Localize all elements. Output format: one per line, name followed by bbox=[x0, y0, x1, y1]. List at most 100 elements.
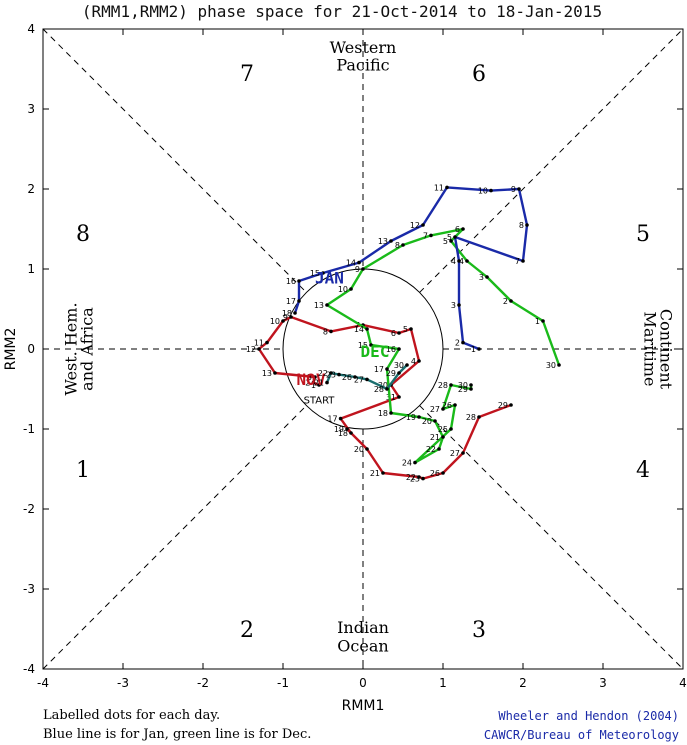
day-label: 28 bbox=[466, 413, 476, 422]
diagonal-line bbox=[42, 28, 307, 293]
day-label: 11 bbox=[434, 183, 444, 192]
day-label: 13 bbox=[262, 369, 272, 378]
day-label: 8 bbox=[323, 327, 328, 336]
data-point bbox=[297, 299, 301, 303]
day-label: 19 bbox=[406, 413, 416, 422]
data-point bbox=[417, 475, 421, 479]
day-label: 30 bbox=[458, 381, 468, 390]
day-label: 20 bbox=[354, 445, 364, 454]
data-point bbox=[397, 331, 401, 335]
y-tick-label: -4 bbox=[23, 662, 35, 676]
data-point bbox=[289, 315, 293, 319]
start-label: START bbox=[304, 395, 336, 406]
data-point bbox=[337, 372, 341, 377]
y-tick-label: -1 bbox=[23, 422, 35, 436]
day-label: 16 bbox=[386, 345, 396, 354]
data-point bbox=[417, 415, 421, 419]
day-label: 12 bbox=[410, 221, 420, 230]
day-label: 29 bbox=[498, 401, 508, 410]
day-label: 20 bbox=[422, 417, 432, 426]
x-tick-label: 2 bbox=[519, 676, 527, 690]
data-point bbox=[321, 271, 325, 275]
note-line-colors: Blue line is for Jan, green line is for … bbox=[43, 727, 312, 742]
x-tick-label: -4 bbox=[37, 676, 49, 690]
day-label: 14 bbox=[354, 325, 364, 334]
x-tick-label: 1 bbox=[439, 676, 447, 690]
x-tick-label: 3 bbox=[599, 676, 607, 690]
data-point bbox=[313, 375, 317, 379]
note-labelled-dots: Labelled dots for each day. bbox=[43, 708, 221, 723]
data-point bbox=[469, 387, 473, 391]
data-point bbox=[338, 416, 343, 421]
data-point bbox=[397, 371, 401, 375]
day-label: 30 bbox=[378, 381, 388, 390]
day-label: 4 bbox=[459, 257, 464, 266]
data-point bbox=[453, 403, 457, 407]
day-label: 21 bbox=[370, 469, 380, 478]
phase-number: 2 bbox=[240, 618, 254, 643]
data-point bbox=[365, 447, 369, 451]
x-tick-label: 0 bbox=[359, 676, 367, 690]
data-point bbox=[477, 347, 481, 351]
day-label: 7 bbox=[515, 257, 520, 266]
data-point bbox=[353, 375, 357, 379]
day-label: 17 bbox=[286, 297, 296, 306]
day-label: 7 bbox=[423, 231, 428, 240]
data-point bbox=[449, 239, 453, 243]
y-tick-label: 1 bbox=[27, 262, 35, 276]
data-point bbox=[273, 371, 277, 375]
data-point bbox=[453, 235, 457, 239]
y-tick-label: -2 bbox=[23, 502, 35, 516]
data-point bbox=[329, 371, 333, 375]
data-point bbox=[349, 431, 353, 435]
data-point bbox=[385, 367, 389, 371]
day-label: 19 bbox=[334, 425, 344, 434]
x-tick-label: 4 bbox=[679, 676, 687, 690]
data-point bbox=[485, 275, 489, 279]
data-point bbox=[441, 435, 445, 439]
day-label: 1 bbox=[535, 317, 540, 326]
phase-number: 8 bbox=[76, 222, 90, 247]
day-label: 21 bbox=[430, 433, 440, 442]
data-point bbox=[325, 303, 329, 307]
data-point bbox=[293, 311, 297, 315]
day-label: 26 bbox=[430, 469, 440, 478]
day-label: 24 bbox=[402, 459, 412, 468]
x-tick-label: -2 bbox=[197, 676, 209, 690]
data-point bbox=[311, 380, 316, 385]
data-point bbox=[421, 223, 425, 227]
day-label: 2 bbox=[305, 379, 310, 388]
day-label: 26 bbox=[342, 373, 352, 382]
data-point bbox=[509, 299, 513, 303]
data-point bbox=[521, 259, 525, 263]
phase-number: 5 bbox=[636, 222, 650, 247]
region-label-left: West. Hem. bbox=[62, 302, 81, 395]
credit-authors: Wheeler and Hendon (2004) bbox=[498, 709, 679, 723]
y-tick-label: 2 bbox=[27, 182, 35, 196]
data-point bbox=[265, 340, 269, 345]
day-label: 27 bbox=[430, 405, 440, 414]
data-point bbox=[409, 327, 413, 331]
data-point bbox=[317, 383, 321, 387]
day-label: 18 bbox=[338, 429, 348, 438]
data-point bbox=[281, 319, 285, 323]
data-point bbox=[397, 347, 401, 351]
day-label: 17 bbox=[327, 415, 337, 424]
data-point bbox=[361, 267, 365, 271]
day-label: 9 bbox=[511, 185, 516, 194]
day-label: 9 bbox=[283, 313, 288, 322]
data-point bbox=[389, 411, 393, 415]
data-point bbox=[477, 415, 481, 419]
phase-guides bbox=[42, 28, 684, 670]
y-tick-label: 3 bbox=[27, 102, 35, 116]
data-point bbox=[357, 260, 361, 265]
data-point bbox=[441, 471, 445, 475]
day-label: 26 bbox=[442, 401, 452, 410]
phase-number: 7 bbox=[240, 62, 254, 87]
data-point bbox=[445, 185, 449, 190]
